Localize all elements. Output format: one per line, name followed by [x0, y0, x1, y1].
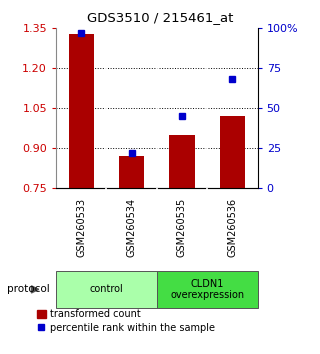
Text: GDS3510 / 215461_at: GDS3510 / 215461_at	[87, 11, 233, 24]
Bar	[56, 271, 157, 308]
Bar	[220, 116, 245, 188]
Text: control: control	[90, 284, 123, 295]
Legend: transformed count, percentile rank within the sample: transformed count, percentile rank withi…	[37, 309, 215, 333]
Text: protocol: protocol	[7, 284, 50, 295]
Bar	[68, 34, 94, 188]
Text: GSM260536: GSM260536	[228, 198, 237, 257]
Bar	[119, 156, 144, 188]
Text: GSM260534: GSM260534	[127, 198, 137, 257]
Bar	[157, 271, 258, 308]
Text: GSM260533: GSM260533	[76, 198, 86, 257]
Bar	[169, 135, 195, 188]
Text: GSM260535: GSM260535	[177, 198, 187, 257]
Text: CLDN1
overexpression: CLDN1 overexpression	[170, 279, 244, 300]
